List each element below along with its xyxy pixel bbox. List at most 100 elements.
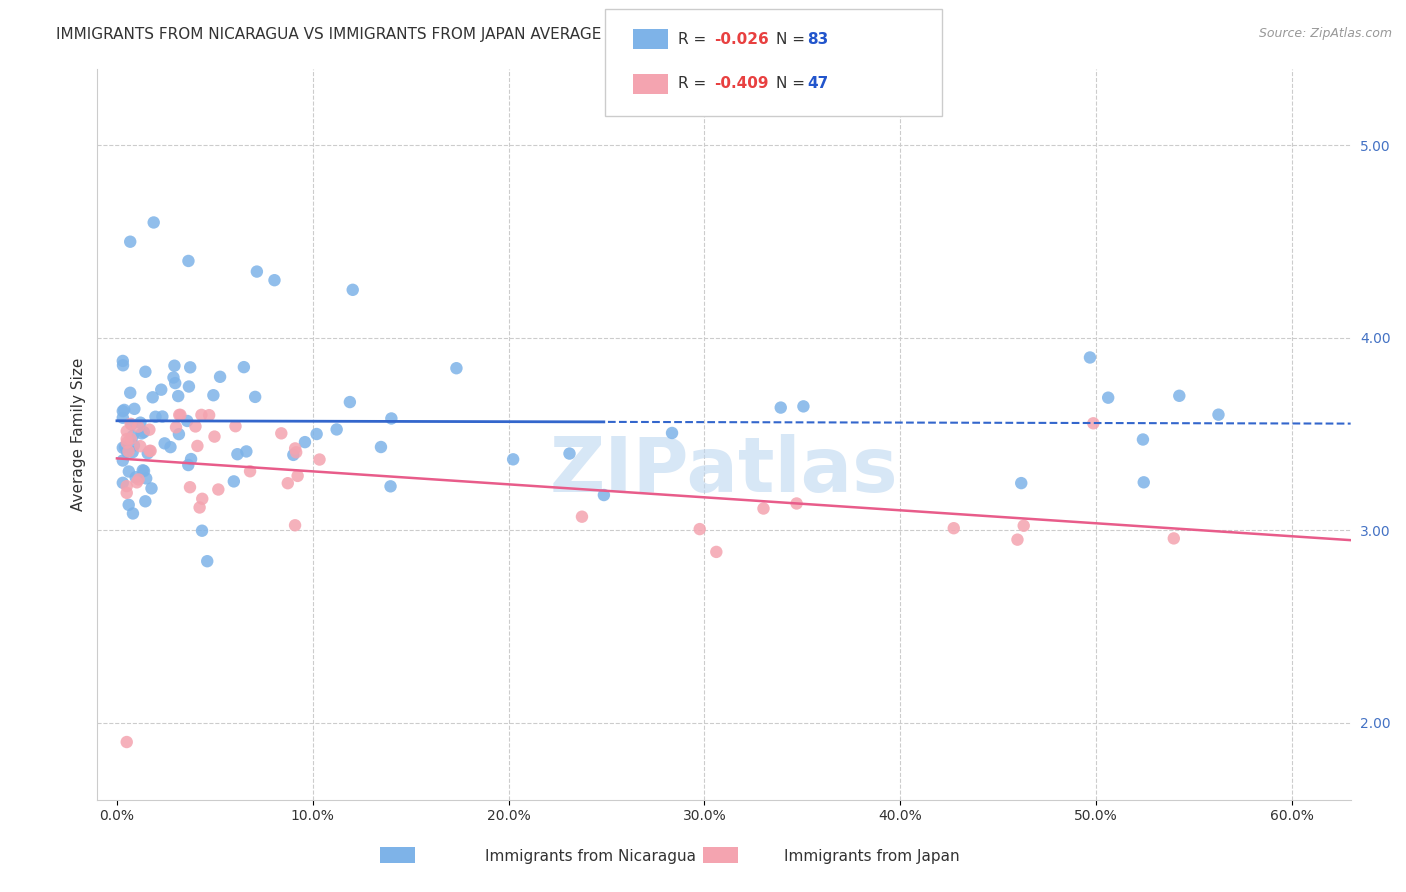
Point [150,383,173,397]
Point [121,429,143,443]
Point [127,419,149,434]
Point [180,452,202,467]
Point [1132,433,1154,447]
Point [191,491,214,506]
Point [792,400,814,414]
Point [111,354,134,368]
Point [115,486,138,500]
Point [294,435,316,450]
Point [177,458,200,472]
Point [120,432,142,446]
Point [165,420,187,434]
Point [167,427,190,442]
Point [571,509,593,524]
Point [117,444,139,458]
Point [120,235,142,249]
Point [226,447,249,461]
Point [1097,391,1119,405]
Point [115,432,138,446]
Text: -0.409: -0.409 [714,77,769,91]
Point [502,452,524,467]
Point [111,410,134,425]
Text: N =: N = [776,77,810,91]
Point [114,440,136,454]
Point [120,417,142,431]
Point [165,376,187,390]
Point [1078,351,1101,365]
Point [138,423,160,437]
Point [284,442,307,456]
Point [308,452,330,467]
Point [179,480,201,494]
Point [1010,476,1032,491]
Point [285,445,308,459]
Text: IMMIGRANTS FROM NICARAGUA VS IMMIGRANTS FROM JAPAN AVERAGE FAMILY SIZE CORRELATI: IMMIGRANTS FROM NICARAGUA VS IMMIGRANTS … [56,27,866,42]
Text: R =: R = [678,32,711,46]
Point [202,388,225,402]
Point [177,254,200,268]
Point [111,475,134,490]
Point [132,464,155,478]
Point [115,479,138,493]
Point [191,524,214,538]
Text: ZIPatlas: ZIPatlas [550,434,898,508]
Point [380,411,402,425]
Point [786,496,808,510]
Point [163,359,186,373]
Point [118,498,141,512]
Point [239,464,262,478]
Point [120,385,142,400]
Point [111,453,134,467]
Point [1163,532,1185,546]
Text: 83: 83 [807,32,828,46]
Point [162,370,184,384]
Point [207,483,229,497]
Point [150,409,173,424]
Point [942,521,965,535]
Point [222,475,245,489]
Point [370,440,392,454]
Point [195,554,218,568]
Point [186,439,208,453]
Point [284,518,307,533]
Point [129,416,152,430]
Point [380,479,402,493]
Point [446,361,468,376]
Text: Source: ZipAtlas.com: Source: ZipAtlas.com [1258,27,1392,40]
Point [128,473,150,487]
Point [704,545,727,559]
Point [235,444,257,458]
Point [277,476,299,491]
Point [689,522,711,536]
Point [1168,389,1191,403]
Point [141,482,163,496]
Point [118,465,141,479]
Point [1007,533,1029,547]
Point [558,446,581,460]
Point [159,440,181,454]
Point [176,414,198,428]
Point [134,494,156,508]
Point [204,429,226,443]
Point [167,408,190,422]
Point [142,390,165,404]
Point [209,369,232,384]
Point [661,425,683,440]
Point [287,469,309,483]
Point [305,427,328,442]
Point [121,417,143,432]
Point [246,264,269,278]
Point [138,443,160,458]
Text: N =: N = [776,32,810,46]
Text: -0.026: -0.026 [714,32,769,46]
Point [153,436,176,450]
Point [115,445,138,459]
Point [115,735,138,749]
Point [593,488,616,502]
Point [177,379,200,393]
Point [325,422,347,436]
Point [198,408,221,422]
Point [145,409,167,424]
Point [1208,408,1230,422]
Point [1012,518,1035,533]
